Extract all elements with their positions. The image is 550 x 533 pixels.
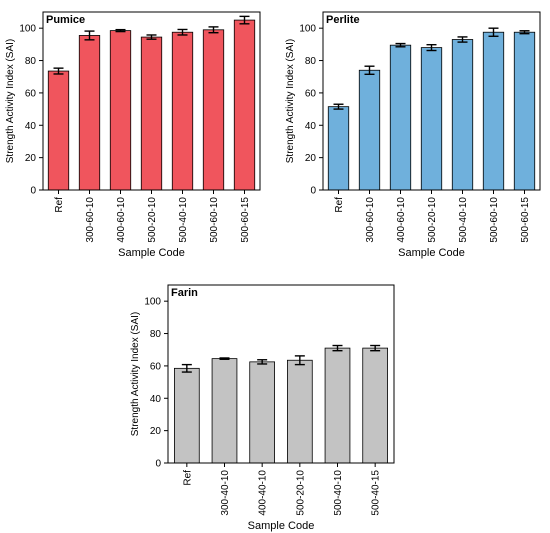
chart-panel-farin: 0 20 40 60 80 100 Ref 300-40-10 400-40-10 500-20-… (130, 284, 395, 532)
x-tick-label-pumice-500-20-10: 500-20-10 (147, 197, 158, 243)
x-tick-label-perlite-500-60-15: 500-60-15 (520, 197, 531, 243)
x-tick-label-pumice-500-60-15: 500-60-15 (240, 197, 251, 243)
x-axis-label-perlite: Sample Code (398, 247, 465, 259)
y-tick-label-farin: 0 (155, 459, 161, 470)
y-tick-label-pumice: 40 (25, 121, 37, 132)
x-tick-label-perlite-400-60-10: 400-60-10 (396, 197, 407, 243)
bar-pumice-500-60-15 (233, 19, 256, 191)
bar-pumice-500-40-10 (171, 31, 194, 191)
y-tick-label-perlite: 0 (310, 186, 316, 197)
bar-pumice-500-60-10 (202, 29, 225, 191)
x-tick-label-farin-300-40-10: 300-40-10 (220, 470, 231, 516)
x-tick-label-perlite-500-60-10: 500-60-10 (489, 197, 500, 243)
bar-perlite-ref (327, 106, 350, 191)
y-tick-label-pumice: 80 (25, 56, 37, 67)
x-tick-label-farin-500-20-10: 500-20-10 (295, 470, 306, 516)
y-tick-label-farin: 20 (150, 426, 162, 437)
y-axis-label-pumice: Strength Activity Index (SAI) (5, 39, 16, 164)
y-tick-label-perlite: 80 (305, 56, 317, 67)
bar-farin-400-40-10 (249, 361, 275, 464)
y-tick-label-farin: 80 (150, 329, 162, 340)
bar-perlite-400-60-10 (389, 44, 412, 191)
plot-frame-pumice (42, 11, 261, 191)
y-tick-label-farin: 40 (150, 394, 162, 405)
bar-perlite-500-60-10 (482, 31, 505, 191)
x-tick-label-pumice-500-60-10: 500-60-10 (209, 197, 220, 243)
y-tick-label-pumice: 0 (30, 186, 36, 197)
y-axis-label-perlite: Strength Activity Index (SAI) (285, 39, 296, 164)
y-tick-label-perlite: 60 (305, 88, 317, 99)
x-tick-label-pumice-500-40-10: 500-40-10 (178, 197, 189, 243)
x-tick-label-perlite-500-40-10: 500-40-10 (458, 197, 469, 243)
x-tick-label-farin-400-40-10: 400-40-10 (258, 470, 269, 516)
bar-perlite-500-20-10 (420, 47, 443, 191)
y-axis-label-farin: Strength Activity Index (SAI) (130, 312, 141, 437)
x-tick-label-perlite-ref: Ref (334, 197, 345, 213)
y-tick-label-perlite: 100 (299, 24, 316, 35)
y-tick-label-pumice: 20 (25, 153, 37, 164)
x-tick-label-perlite-500-20-10: 500-20-10 (427, 197, 438, 243)
bar-farin-ref (174, 367, 200, 464)
y-tick-label-pumice: 60 (25, 88, 37, 99)
x-tick-label-farin-ref: Ref (182, 470, 193, 486)
x-tick-label-pumice-ref: Ref (54, 197, 65, 213)
y-tick-label-farin: 60 (150, 361, 162, 372)
panel-label-farin: Farin (171, 287, 198, 299)
bar-pumice-500-20-10 (140, 36, 163, 191)
bar-farin-500-40-15 (362, 347, 388, 464)
bar-perlite-500-40-10 (451, 39, 474, 191)
x-tick-label-pumice-300-60-10: 300-60-10 (85, 197, 96, 243)
bar-pumice-ref (47, 70, 70, 191)
bar-farin-300-40-10 (211, 358, 238, 464)
y-tick-label-farin: 100 (144, 297, 161, 308)
bar-farin-500-40-10 (324, 347, 351, 464)
y-tick-label-perlite: 40 (305, 121, 317, 132)
x-tick-label-farin-500-40-15: 500-40-15 (371, 470, 382, 516)
x-tick-label-perlite-300-60-10: 300-60-10 (365, 197, 376, 243)
y-tick-label-perlite: 20 (305, 153, 317, 164)
panel-label-pumice: Pumice (46, 14, 85, 26)
bar-pumice-400-60-10 (109, 30, 132, 191)
bar-farin-500-20-10 (287, 359, 313, 464)
y-tick-label-pumice: 100 (19, 24, 36, 35)
x-tick-label-pumice-400-60-10: 400-60-10 (116, 197, 127, 243)
panel-label-perlite: Perlite (326, 14, 360, 26)
plot-frame-farin (167, 284, 395, 464)
chart-panel-pumice: 0 20 40 60 80 100 Ref 300-60-10 400-60-10 500-20-… (5, 11, 261, 259)
bar-pumice-300-60-10 (78, 35, 101, 191)
bar-perlite-500-60-15 (513, 31, 536, 191)
chart-panel-perlite: 0 20 40 60 80 100 Ref 300-60-10 400-60-10 500-20-… (285, 11, 541, 259)
bar-perlite-300-60-10 (358, 69, 381, 191)
plot-frame-perlite (322, 11, 541, 191)
x-axis-label-pumice: Sample Code (118, 247, 185, 259)
x-axis-label-farin: Sample Code (248, 520, 315, 532)
x-tick-label-farin-500-40-10: 500-40-10 (333, 470, 344, 516)
